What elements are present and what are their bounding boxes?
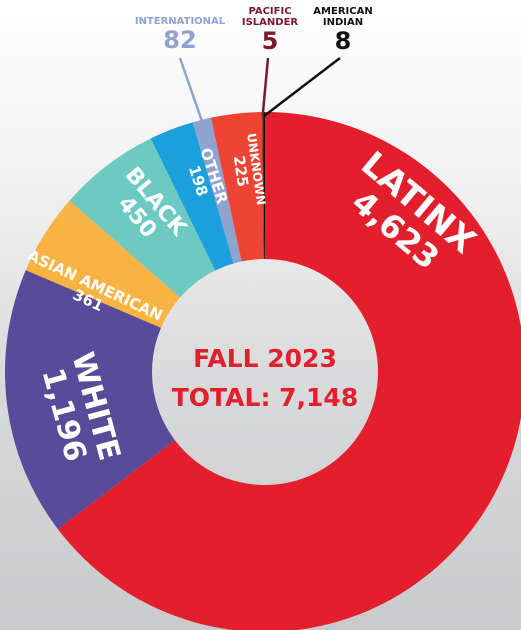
category-label: AMERICAN INDIAN <box>313 6 373 28</box>
value-label: 8 <box>334 27 352 55</box>
donut-segment <box>262 112 265 260</box>
value-label: 5 <box>261 27 279 55</box>
donut-segment <box>69 138 216 298</box>
outer-label: PACIFIC ISLANDER 5 <box>238 6 302 54</box>
value-label: 225 <box>230 155 252 189</box>
donut-segment <box>25 200 181 328</box>
leader-line <box>261 57 270 117</box>
leader-line <box>178 57 205 125</box>
donut-segment <box>263 112 265 260</box>
ring <box>4 112 521 630</box>
chart-title: FALL 2023 <box>193 344 337 373</box>
donut-segment <box>150 122 234 271</box>
outer-label: AMERICAN INDIAN 8 <box>306 6 380 54</box>
donut-segment <box>57 112 521 630</box>
category-label: PACIFIC ISLANDER <box>241 6 299 28</box>
leader-line <box>263 57 341 117</box>
donut-segment <box>4 270 175 530</box>
outer-label: INTERNATIONAL 82 <box>130 16 230 53</box>
donut-segment <box>211 112 264 262</box>
category-label: INTERNATIONAL <box>134 16 226 27</box>
value-label: 82 <box>163 26 197 54</box>
donut-segment <box>192 117 242 264</box>
chart-subtitle: TOTAL: 7,148 <box>172 383 358 412</box>
